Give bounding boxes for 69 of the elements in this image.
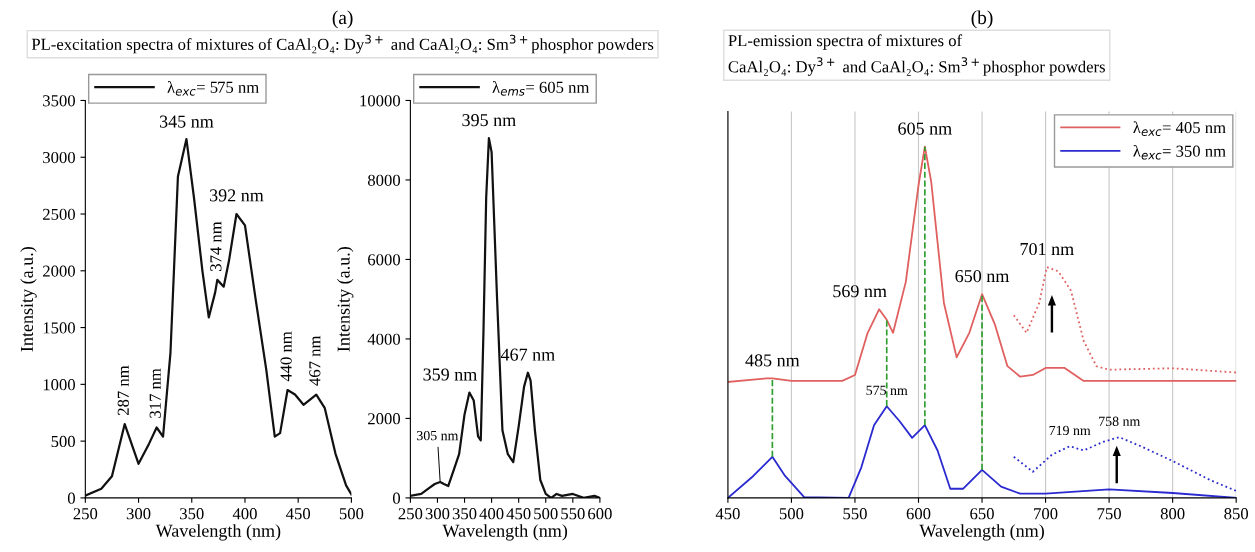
x-tick-label: 450 [506, 508, 531, 520]
x-tick-label: 800 [1160, 508, 1185, 520]
y-axis-title: Intensity (a.u.) [20, 247, 37, 352]
x-tick-label: 300 [126, 508, 151, 520]
annotation: 569 nm [833, 285, 887, 298]
x-tick-label: 350 [452, 508, 477, 520]
annotation: 317 nm [149, 368, 161, 418]
x-tick-label: 300 [425, 508, 450, 520]
annotation: 345 nm [159, 115, 214, 128]
y-tick-label: 0 [67, 492, 75, 504]
x-tick-label: 550 [561, 508, 585, 520]
y-tick-label: 0 [392, 492, 401, 504]
y-tick-label: 2500 [43, 208, 75, 220]
annotation: 719 nm [1049, 425, 1091, 436]
legend-label: λ$_{ems}$= 605 nm [492, 81, 590, 96]
annotation: 395 nm [462, 114, 516, 127]
annotation: 467 nm [309, 335, 321, 386]
annotation: 605 nm [898, 122, 952, 135]
x-axis-title: Wavelength (nm) [442, 524, 568, 541]
annotation: 359 nm [423, 368, 478, 381]
annotation: 485 nm [745, 354, 800, 367]
annotation: 575 nm [866, 385, 908, 396]
x-axis-title: Wavelength (nm) [919, 524, 1044, 541]
x-axis-title: Wavelength (nm) [155, 524, 281, 541]
y-tick-label: 8000 [367, 174, 401, 186]
chart-subtitle: PL-emission spectra of mixtures of CaAl₂O₄: Dy$^{3+}$ and CaAl₂O₄: Sm$^{3+}$phosphor powders [728, 34, 1105, 76]
y-tick-label: 3000 [43, 151, 75, 164]
x-tick-label: 400 [232, 508, 257, 520]
y-tick-label: 1500 [43, 322, 75, 334]
x-tick-label: 650 [970, 508, 994, 520]
x-tick-label: 250 [398, 508, 423, 520]
y-tick-label: 1000 [43, 379, 75, 391]
y-tick-label: 10000 [360, 95, 401, 107]
legend-label: λ$_{exc}$= 575 nm [167, 81, 259, 96]
y-axis-title: Intensity (a.u.) [337, 247, 354, 352]
x-tick-label: 550 [843, 508, 867, 520]
annotation: 758 nm [1099, 416, 1141, 426]
annotation: 287 nm [117, 365, 129, 416]
x-tick-label: 400 [479, 508, 504, 520]
x-tick-label: 500 [779, 508, 804, 520]
annotation: 305 nm [417, 430, 459, 441]
x-tick-label: 600 [906, 508, 931, 520]
y-tick-label: 2000 [368, 413, 401, 425]
x-tick-label: 250 [73, 508, 98, 520]
annotation: 392 nm [209, 189, 264, 202]
y-tick-label: 500 [51, 435, 75, 448]
legend-label: λ$_{exc}$= 350 nm [1133, 144, 1226, 160]
annotation: 374 nm [210, 221, 222, 271]
x-tick-label: 450 [715, 508, 740, 520]
x-tick-label: 500 [534, 508, 558, 520]
chart-title: (a) [332, 10, 353, 29]
annotation: 467 nm [500, 348, 555, 361]
x-tick-label: 600 [588, 508, 612, 520]
y-tick-label: 6000 [368, 254, 401, 266]
y-tick-label: 3500 [43, 95, 75, 107]
chart-subtitle: PL-excitation spectra of mixtures of CaAl₂O₄: Dy$^{3+}$ and CaAl₂O₄: Sm$^{3+}$phosphor powders [31, 34, 654, 54]
x-tick-label: 500 [339, 508, 364, 520]
x-tick-label: 850 [1224, 508, 1249, 520]
annotation: 701 nm [1020, 242, 1074, 256]
x-tick-label: 750 [1097, 508, 1121, 520]
x-tick-label: 450 [286, 508, 311, 520]
x-tick-label: 700 [1034, 508, 1058, 520]
y-tick-label: 2000 [43, 265, 75, 277]
annotation: 650 nm [955, 269, 1010, 283]
legend-label: λ$_{exc}$= 405 nm [1133, 121, 1226, 136]
y-tick-label: 4000 [367, 333, 401, 345]
chart-title: (b) [971, 10, 993, 29]
annotation: 440 nm [280, 331, 292, 382]
x-tick-label: 350 [180, 508, 204, 520]
